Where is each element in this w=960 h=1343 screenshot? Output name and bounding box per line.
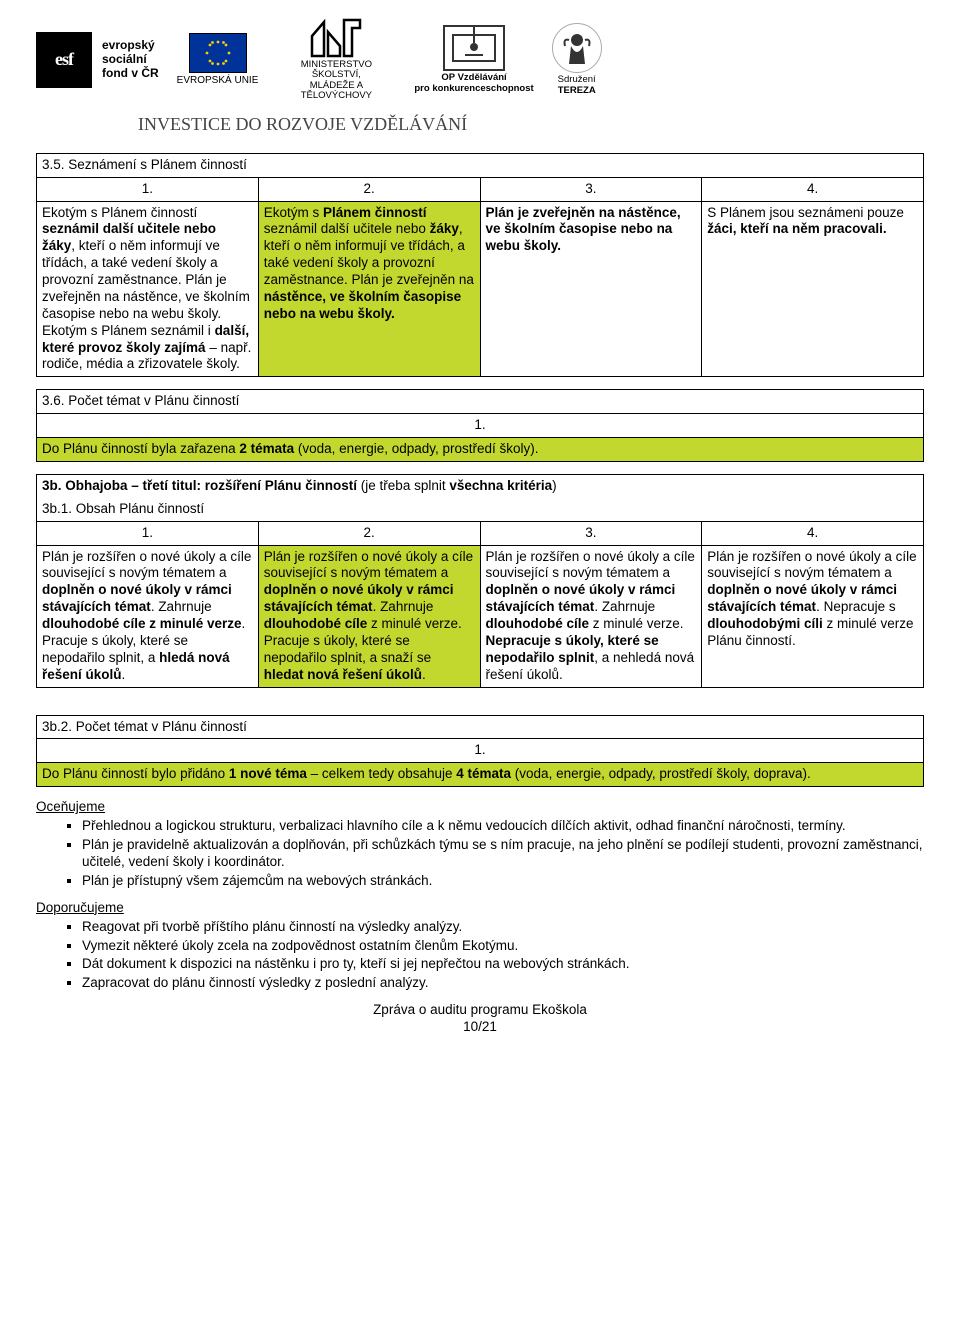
cell-3-5-4: S Plánem jsou seznámeni pouze žáci, kteř… (702, 201, 924, 377)
msmt-icon (310, 18, 362, 58)
op-icon (443, 25, 505, 71)
cell-3b1-2: Plán je rozšířen o nové úkoly a cíle sou… (258, 545, 480, 687)
section-3-5-title: 3.5. Seznámení s Plánem činností (37, 153, 924, 177)
list-item: Reagovat při tvorbě příštího plánu činno… (82, 919, 924, 936)
ocenujeme-list: Přehlednou a logickou strukturu, verbali… (36, 818, 924, 890)
investice-tagline: INVESTICE DO ROZVOJE VZDĚLÁVÁNÍ (138, 114, 924, 135)
tereza-icon (552, 23, 602, 73)
hdr-3-6: 1. (37, 414, 924, 438)
table-3b1: 3b. Obhajoba – třetí titul: rozšíření Pl… (36, 474, 924, 688)
esf-logo: esf evropský sociální fond v ČR (36, 32, 159, 88)
list-item: Plán je přístupný všem zájemcům na webov… (82, 873, 924, 890)
list-item: Zapracovat do plánu činností výsledky z … (82, 975, 924, 992)
hdr-3b1-3: 3. (480, 521, 702, 545)
ocenujeme-title: Oceňujeme (36, 799, 924, 814)
hdr-3b1-4: 4. (702, 521, 924, 545)
op-logo: OP Vzdělávání pro konkurenceschopnost (414, 25, 533, 94)
op-caption: OP Vzdělávání pro konkurenceschopnost (414, 73, 533, 94)
cell-3b1-4: Plán je rozšířen o nové úkoly a cíle sou… (702, 545, 924, 687)
hdr-3-5-2: 2. (258, 177, 480, 201)
table-3b2: 3b.2. Počet témat v Plánu činností 1. Do… (36, 715, 924, 788)
eu-flag-icon (189, 33, 247, 73)
tereza-caption: Sdružení TEREZA (558, 75, 596, 96)
hdr-3b1-2: 2. (258, 521, 480, 545)
msmt-logo: MINISTERSTVO ŠKOLSTVÍ, MLÁDEŽE A TĚLOVÝC… (276, 18, 396, 102)
logo-row: esf evropský sociální fond v ČR EVROPSKÁ… (36, 0, 924, 108)
cell-3b2: Do Plánu činností bylo přidáno 1 nové té… (37, 763, 924, 787)
doporucujeme-title: Doporučujeme (36, 900, 924, 915)
list-item: Plán je pravidelně aktualizován a doplňo… (82, 837, 924, 871)
hdr-3-5-1: 1. (37, 177, 259, 201)
cell-3-5-3: Plán je zveřejněn na nástěnce, ve školní… (480, 201, 702, 377)
list-item: Dát dokument k dispozici na nástěnku i p… (82, 956, 924, 973)
section-3-6-title: 3.6. Počet témat v Plánu činností (37, 390, 924, 414)
table-3-6: 3.6. Počet témat v Plánu činností 1. Do … (36, 389, 924, 462)
cell-3b1-3: Plán je rozšířen o nové úkoly a cíle sou… (480, 545, 702, 687)
esf-icon: esf (36, 32, 92, 88)
table-3-5: 3.5. Seznámení s Plánem činností 1. 2. 3… (36, 153, 924, 378)
page-number: 10/21 (36, 1019, 924, 1034)
hdr-3b1-1: 1. (37, 521, 259, 545)
cell-3-5-1: Ekotým s Plánem činností seznámil další … (37, 201, 259, 377)
cell-3-5-2: Ekotým s Plánem činností seznámil další … (258, 201, 480, 377)
msmt-caption: MINISTERSTVO ŠKOLSTVÍ, MLÁDEŽE A TĚLOVÝC… (276, 60, 396, 102)
hdr-3-5-4: 4. (702, 177, 924, 201)
section-3b-title-1: 3b. Obhajoba – třetí titul: rozšíření Pl… (37, 474, 924, 497)
cell-3-6: Do Plánu činností byla zařazena 2 témata… (37, 438, 924, 462)
section-3b2-title: 3b.2. Počet témat v Plánu činností (37, 715, 924, 739)
tereza-logo: Sdružení TEREZA (552, 23, 602, 96)
section-3b-title-2: 3b.1. Obsah Plánu činností (37, 498, 924, 521)
esf-text: evropský sociální fond v ČR (102, 39, 159, 80)
eu-logo: EVROPSKÁ UNIE (177, 33, 259, 86)
footer-title: Zpráva o auditu programu Ekoškola (36, 1002, 924, 1017)
eu-label: EVROPSKÁ UNIE (177, 75, 259, 86)
hdr-3-5-3: 3. (480, 177, 702, 201)
hdr-3b2: 1. (37, 739, 924, 763)
list-item: Vymezit některé úkoly zcela na zodpovědn… (82, 938, 924, 955)
list-item: Přehlednou a logickou strukturu, verbali… (82, 818, 924, 835)
doporucujeme-list: Reagovat při tvorbě příštího plánu činno… (36, 919, 924, 993)
cell-3b1-1: Plán je rozšířen o nové úkoly a cíle sou… (37, 545, 259, 687)
